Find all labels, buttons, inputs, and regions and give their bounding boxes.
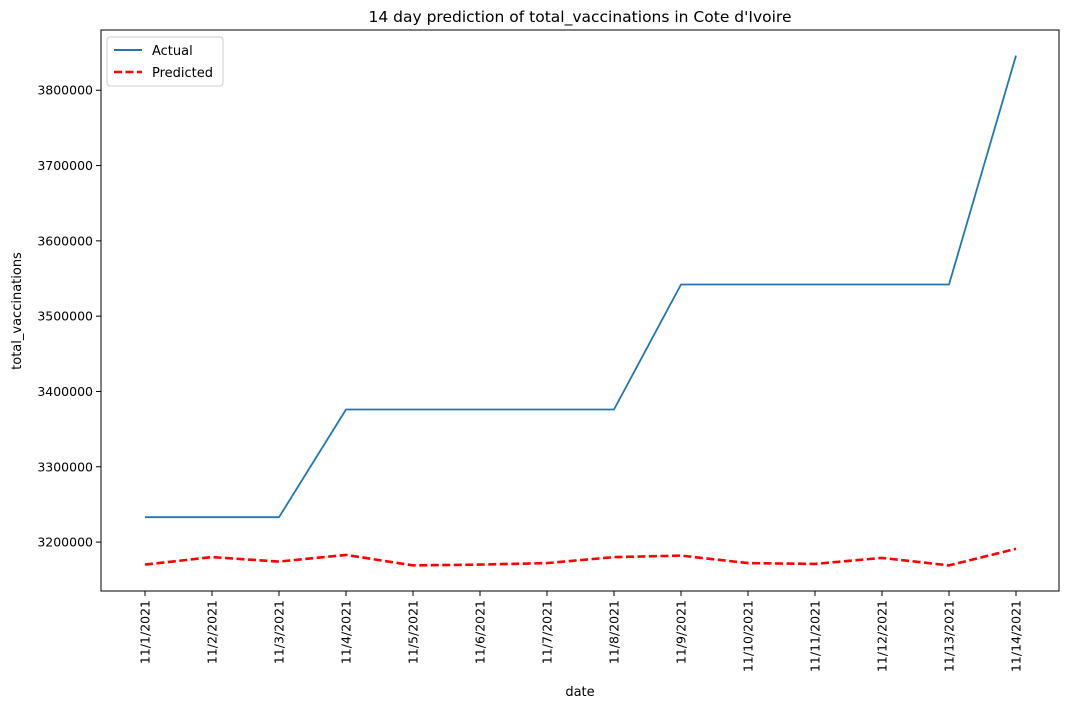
- chart-title: 14 day prediction of total_vaccinations …: [369, 8, 792, 27]
- x-tick-label: 11/13/2021: [942, 600, 957, 672]
- y-tick-label: 3700000: [37, 158, 93, 173]
- x-tick-label: 11/4/2021: [339, 600, 354, 664]
- x-tick-label: 11/7/2021: [540, 600, 555, 664]
- x-tick-label: 11/1/2021: [138, 600, 153, 664]
- series-layer: [144, 55, 1017, 567]
- y-tick-label: 3200000: [37, 535, 93, 550]
- y-tick-label: 3600000: [37, 233, 93, 248]
- y-tick-label: 3800000: [37, 83, 93, 98]
- plot-area: [100, 29, 1060, 592]
- x-tick-label: 11/12/2021: [875, 600, 890, 672]
- series-line-actual: [145, 55, 1017, 519]
- legend-label-predicted: Predicted: [152, 66, 213, 81]
- y-tick-label: 3500000: [37, 309, 93, 324]
- x-tick-label: 11/2/2021: [205, 600, 220, 664]
- legend-label-actual: Actual: [152, 44, 193, 59]
- x-tick-label: 11/5/2021: [406, 600, 421, 664]
- y-axis-label: total_vaccinations: [10, 252, 25, 370]
- legend: Actual Predicted: [106, 36, 224, 87]
- x-axis: 11/1/2021 11/2/2021 11/3/2021 11/4/2021 11/5…: [138, 591, 1024, 672]
- y-tick-label: 3400000: [37, 384, 93, 399]
- x-tick-label: 11/8/2021: [607, 600, 622, 664]
- x-axis-label: date: [565, 685, 594, 700]
- x-tick-label: 11/9/2021: [674, 600, 689, 664]
- series-line-predicted: [144, 547, 1017, 567]
- x-tick-label: 11/3/2021: [272, 600, 287, 664]
- x-tick-label: 11/14/2021: [1009, 600, 1024, 672]
- y-axis: 3200000 3300000 3400000 3500000 3600000 37000…: [37, 83, 101, 550]
- y-tick-label: 3300000: [37, 459, 93, 474]
- x-tick-label: 11/6/2021: [473, 600, 488, 664]
- x-tick-label: 11/10/2021: [741, 600, 756, 672]
- x-tick-label: 11/11/2021: [808, 600, 823, 672]
